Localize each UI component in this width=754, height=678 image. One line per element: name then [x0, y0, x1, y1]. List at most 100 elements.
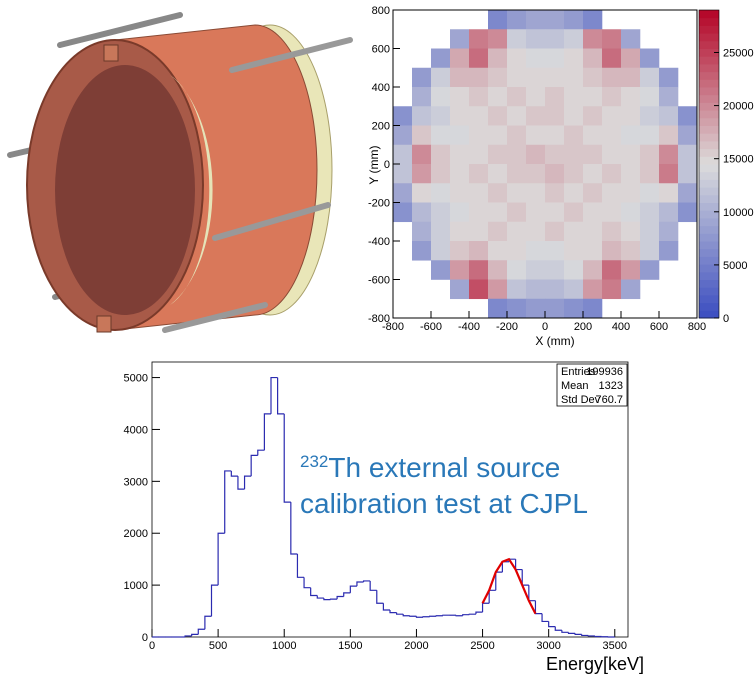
heat-cell [621, 203, 640, 223]
histogram-bin [463, 615, 470, 616]
heat-cell [469, 241, 488, 261]
colorbar-step [699, 187, 719, 195]
x-tick-label: -600 [420, 321, 442, 333]
heat-cell [526, 241, 545, 261]
histogram-bin [390, 610, 397, 613]
heat-cell [488, 10, 507, 30]
heat-cell [659, 68, 678, 88]
histogram-bin [291, 502, 298, 554]
colorbar-step [699, 87, 719, 95]
heat-cell [583, 183, 602, 203]
heat-cell [450, 145, 469, 165]
histogram-bin [364, 581, 371, 582]
heat-cell [583, 164, 602, 184]
histogram-bin [483, 603, 490, 612]
fit-curve [483, 559, 536, 613]
colorbar-step [699, 56, 719, 64]
heat-cell [488, 241, 507, 261]
histogram-bin [397, 613, 404, 615]
y-tick-label: 1000 [124, 580, 148, 592]
histogram-bin [377, 590, 384, 603]
heat-cell [640, 49, 659, 69]
histogram-bin [198, 629, 205, 634]
histogram-bin [575, 633, 582, 634]
heat-cell [507, 203, 526, 223]
heat-cell [602, 145, 621, 165]
x-tick-label: 0 [149, 640, 155, 652]
colorbar-step [699, 287, 719, 295]
colorbar-step [699, 110, 719, 118]
histogram-bin [489, 590, 496, 603]
heat-cell [583, 222, 602, 242]
y-tick-label: -200 [368, 198, 390, 210]
heat-cell [412, 183, 431, 203]
heat-cell [621, 29, 640, 49]
colorbar-step [699, 241, 719, 249]
heat-cell [545, 280, 564, 300]
heat-cell [450, 49, 469, 69]
heat-cell [640, 241, 659, 261]
histogram-bin [588, 635, 595, 636]
heat-cell [564, 145, 583, 165]
heat-cell [526, 145, 545, 165]
heat-cell [469, 183, 488, 203]
heat-cell [659, 145, 678, 165]
heat-cell [602, 29, 621, 49]
histogram-bin [529, 585, 536, 601]
heat-cell [488, 106, 507, 126]
x-tick-label: 2000 [404, 640, 428, 652]
histogram-bin [516, 559, 523, 569]
heat-cell [583, 10, 602, 30]
heat-cell [621, 241, 640, 261]
heat-cell [431, 106, 450, 126]
heat-cell [621, 126, 640, 146]
heat-cell [431, 87, 450, 107]
histogram-bin [264, 414, 271, 450]
heat-cell [602, 126, 621, 146]
heat-cell [621, 280, 640, 300]
y-tick-label: -600 [368, 275, 390, 287]
colorbar-tick-label: 0 [723, 313, 729, 325]
heat-cell [564, 183, 583, 203]
x-tick-label: 800 [688, 321, 706, 333]
histogram-bin [297, 554, 304, 577]
heat-cell [564, 203, 583, 223]
heat-cell [526, 299, 545, 319]
histogram-bin [337, 597, 344, 600]
histogram-bin [205, 616, 212, 629]
heat-cell [450, 68, 469, 88]
colorbar-step [699, 64, 719, 72]
heat-cell [678, 145, 697, 165]
colorbar-step [699, 10, 719, 18]
x-tick-label: -200 [496, 321, 518, 333]
histogram-bin [350, 586, 357, 593]
clamp [104, 45, 118, 61]
heat-cell [583, 241, 602, 261]
annotation: 232Th external source [300, 452, 560, 483]
heat-cell [507, 87, 526, 107]
heat-cell [507, 299, 526, 319]
y-tick-label: -800 [368, 313, 390, 325]
colorbar-step [699, 226, 719, 234]
heat-cell [393, 203, 412, 223]
heat-cell [450, 280, 469, 300]
y-tick-label: 0 [384, 159, 390, 171]
colorbar-tick-label: 5000 [723, 260, 747, 272]
stats-value: 1323 [599, 380, 623, 392]
histogram-bin [212, 585, 219, 616]
heat-cell [602, 241, 621, 261]
heat-cell [602, 106, 621, 126]
x-axis-label: X (mm) [535, 334, 574, 348]
heat-cell [469, 49, 488, 69]
heat-cell [545, 145, 564, 165]
heat-cell [621, 145, 640, 165]
heat-cell [564, 241, 583, 261]
heat-cell [526, 183, 545, 203]
heat-cell [450, 222, 469, 242]
heat-cell [507, 126, 526, 146]
heat-cell [450, 164, 469, 184]
x-tick-label: 2500 [470, 640, 494, 652]
heat-cell [488, 87, 507, 107]
heat-cell [412, 106, 431, 126]
x-tick-label: 0 [542, 321, 548, 333]
